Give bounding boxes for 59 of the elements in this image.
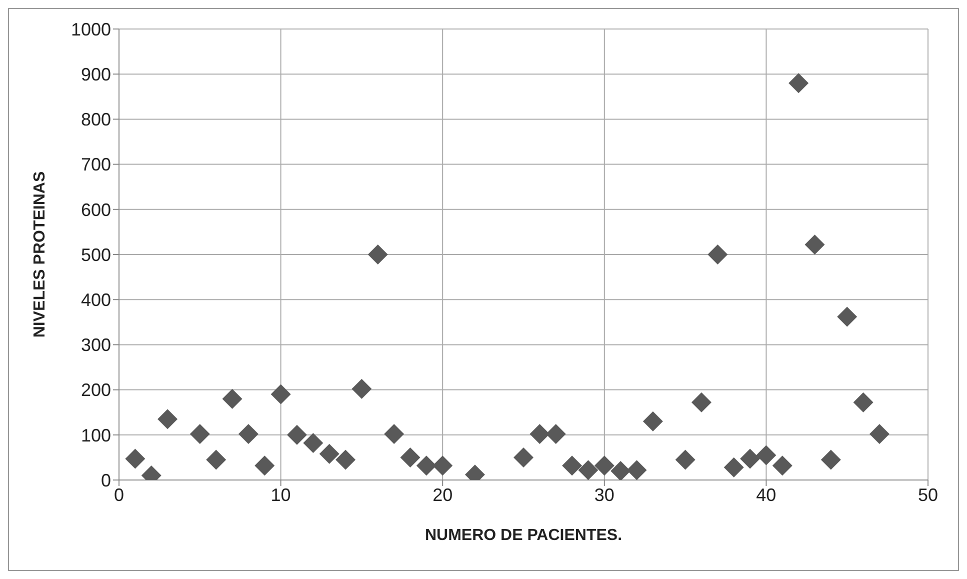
point <box>352 378 372 399</box>
point <box>270 384 291 404</box>
y-tick-label: 800 <box>80 110 111 130</box>
point <box>804 234 825 255</box>
x-tick-label: 20 <box>432 484 453 505</box>
y-tick-label: 400 <box>80 290 111 310</box>
y-tick-label: 500 <box>80 244 111 265</box>
point <box>594 456 614 476</box>
point <box>514 447 534 468</box>
y-tick-label: 0 <box>100 470 111 490</box>
point <box>238 424 258 444</box>
point <box>562 456 582 476</box>
y-tick-label: 700 <box>80 154 111 175</box>
point <box>222 388 242 409</box>
point <box>158 409 178 430</box>
point <box>853 392 874 412</box>
y-tick-label: 200 <box>80 380 111 400</box>
point <box>206 450 226 470</box>
y-tick-label: 300 <box>80 335 111 356</box>
point <box>708 244 728 264</box>
point <box>336 450 356 470</box>
point <box>303 433 324 454</box>
x-tick-label: 40 <box>756 484 776 505</box>
point <box>546 424 566 444</box>
x-tick-label: 0 <box>114 484 124 505</box>
point <box>772 456 792 476</box>
point <box>416 456 436 476</box>
y-tick-label: 600 <box>80 200 111 220</box>
point <box>820 450 841 470</box>
point <box>578 460 598 480</box>
y-tick-label: 900 <box>80 64 111 84</box>
point <box>626 460 647 480</box>
y-tick-label: 1000 <box>70 19 111 40</box>
y-axis-title: NIVELES PROTEINAS <box>32 171 49 338</box>
x-tick-label: 30 <box>594 484 614 505</box>
point <box>319 444 340 464</box>
x-axis-title: NUMERO DE PACIENTES. <box>424 527 622 544</box>
point <box>869 424 890 444</box>
point <box>724 457 744 478</box>
point <box>837 306 858 327</box>
point <box>286 424 307 445</box>
point <box>254 456 275 476</box>
point <box>642 411 663 432</box>
x-tick-label: 10 <box>270 484 291 505</box>
point <box>740 448 760 469</box>
point <box>675 450 696 470</box>
point <box>432 456 453 476</box>
point <box>691 392 712 412</box>
x-tick-label: 50 <box>918 484 938 505</box>
point <box>610 460 631 480</box>
point <box>368 244 388 264</box>
point <box>756 445 776 466</box>
point <box>400 447 420 468</box>
point <box>190 424 210 444</box>
point <box>384 424 404 444</box>
y-tick-label: 100 <box>80 425 111 446</box>
point <box>125 448 146 469</box>
point <box>788 73 809 94</box>
point <box>530 424 550 444</box>
